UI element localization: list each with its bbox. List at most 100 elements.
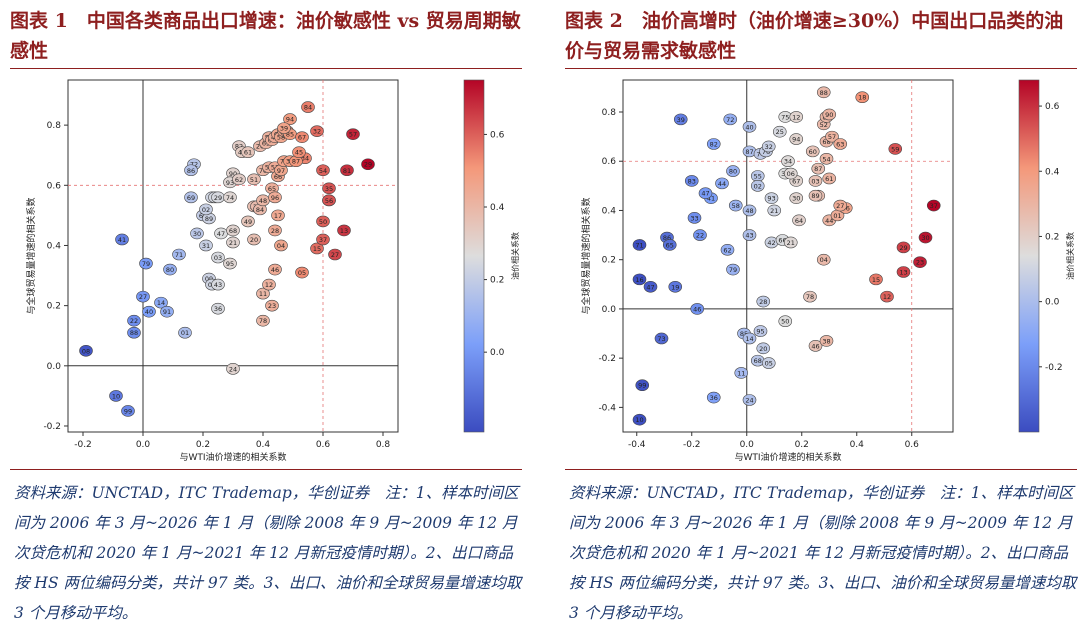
y-tick-label: 0.0: [602, 305, 617, 315]
data-point: 06: [783, 167, 798, 180]
point-label: 41: [707, 195, 715, 203]
point-label: 08: [82, 347, 90, 355]
point-marker: [742, 394, 757, 406]
data-point: 65: [265, 182, 279, 195]
data-point: 47: [698, 187, 713, 200]
point-marker: [199, 239, 213, 252]
y-tick-label: -0.4: [598, 403, 616, 413]
data-point: 08: [79, 344, 93, 357]
point-marker: [154, 296, 168, 309]
point-label: 87: [292, 158, 300, 166]
point-marker: [767, 204, 782, 217]
point-label: 28: [759, 298, 767, 306]
point-marker: [764, 192, 779, 204]
point-label: 59: [891, 145, 899, 153]
y-axis-label: 与全球贸易量增速的相关系数: [25, 197, 37, 314]
data-point: 34: [781, 155, 795, 168]
point-marker: [265, 299, 279, 312]
point-marker: [190, 227, 204, 240]
data-point: 39: [277, 122, 291, 134]
point-label: 93: [767, 195, 775, 203]
point-label: 52: [820, 121, 828, 129]
point-marker: [805, 145, 820, 158]
y-tick-label: -0.2: [598, 354, 616, 364]
point-label: 23: [916, 259, 924, 267]
colorbar-tick-label: 0.4: [490, 203, 505, 213]
data-point: 17: [271, 209, 285, 222]
colorbar-tick-label: 0.4: [1045, 167, 1060, 177]
point-marker: [310, 242, 324, 255]
point-label: 22: [130, 317, 138, 325]
colorbar-label: 油价相关系数: [1065, 232, 1075, 280]
point-label: 45: [295, 149, 303, 157]
data-point: 59: [888, 143, 903, 155]
point-label: 88: [820, 89, 828, 97]
data-point: 80: [163, 263, 177, 276]
point-label: 13: [340, 227, 348, 235]
data-point: 79: [726, 263, 740, 276]
x-tick-label: 0.6: [316, 440, 331, 450]
point-marker: [316, 215, 330, 228]
x-tick-label: 0.4: [850, 440, 865, 450]
data-point: 14: [742, 332, 757, 345]
data-point: 11: [734, 367, 749, 379]
point-label: 95: [226, 260, 234, 268]
point-label: 94: [286, 116, 294, 124]
point-marker: [199, 203, 213, 216]
point-marker: [226, 224, 240, 237]
point-marker: [241, 146, 255, 159]
data-point: 13: [337, 224, 351, 237]
data-point: 78: [803, 290, 817, 303]
data-point: 12: [880, 290, 894, 303]
data-point: 83: [684, 175, 699, 187]
data-point: 02: [750, 180, 765, 192]
point-marker: [632, 239, 647, 251]
x-tick-label: -0.2: [683, 440, 701, 450]
point-label: 85: [286, 131, 294, 139]
data-point: 88: [127, 326, 141, 339]
figure-panel-2: 图表 2 油价高增时（油价增速≥30%）中国出口品类的油价与贸易需求敏感性 -0…: [555, 0, 1080, 630]
point-label: 69: [187, 194, 195, 202]
point-label: 58: [277, 134, 285, 142]
point-label: 74: [226, 194, 234, 202]
point-marker: [808, 340, 823, 352]
point-marker: [673, 113, 688, 126]
point-label: 33: [690, 214, 698, 222]
point-label: 73: [657, 335, 665, 343]
point-label: 49: [244, 218, 252, 226]
point-marker: [781, 155, 795, 168]
point-label: 94: [792, 136, 800, 144]
data-point: 50: [316, 215, 330, 228]
point-marker: [822, 108, 837, 121]
x-axis-label: 与WTI油价增速的相关系数: [734, 451, 841, 463]
point-marker: [742, 120, 757, 133]
colorbar-tick-label: -0.2: [1045, 363, 1063, 373]
point-label: 05: [298, 269, 306, 277]
figure-title: 图表 2 油价高增时（油价增速≥30%）中国出口品类的油价与贸易需求敏感性: [565, 10, 1064, 62]
point-label: 46: [811, 342, 819, 350]
colorbar-tick-label: 0.0: [1045, 298, 1060, 308]
point-label: 40: [745, 123, 753, 131]
x-tick-label: -0.2: [74, 440, 92, 450]
point-marker: [833, 199, 848, 212]
data-point: 50: [778, 315, 793, 328]
point-label: 32: [313, 128, 321, 136]
source-rule: [565, 469, 1077, 470]
point-marker: [632, 273, 647, 286]
point-marker: [811, 162, 826, 175]
title-rule: [565, 68, 1077, 69]
point-label: 71: [635, 241, 643, 249]
point-label: 38: [822, 337, 830, 345]
point-label: 87: [814, 165, 822, 173]
point-marker: [121, 405, 135, 417]
point-label: 79: [729, 266, 737, 274]
y-tick-label: 0.4: [47, 241, 62, 251]
point-marker: [723, 113, 738, 126]
point-marker: [223, 191, 237, 204]
point-marker: [127, 314, 141, 327]
point-marker: [742, 204, 757, 217]
data-point: 58: [728, 199, 743, 212]
point-marker: [211, 302, 225, 315]
colorbar-tick-label: 0.2: [1045, 232, 1059, 242]
point-label: 91: [163, 308, 171, 316]
